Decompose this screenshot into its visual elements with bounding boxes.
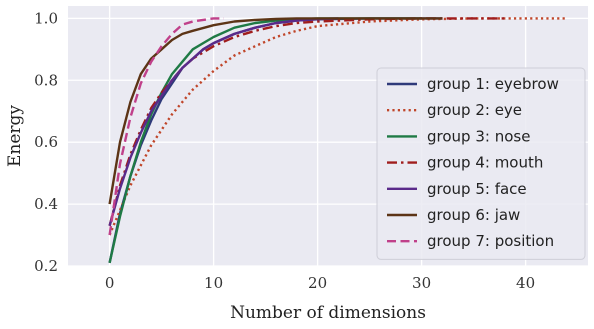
legend-label-3: group 3: nose	[427, 127, 530, 145]
x-axis-label: Number of dimensions	[230, 303, 426, 323]
y-tick-label: 0.2	[34, 257, 58, 275]
x-tick-label: 40	[516, 274, 535, 292]
legend-label-6: group 6: jaw	[427, 206, 520, 224]
y-tick-label: 0.8	[34, 71, 58, 89]
series-lines	[108, 17, 568, 264]
y-tick-label: 0.4	[34, 195, 58, 213]
x-tick-label: 10	[204, 274, 223, 292]
legend: group 1: eyebrow group 2: eye group 3: nos…	[376, 67, 586, 260]
y-tick-labels: 0.2 0.4 0.6 0.8 1.0	[34, 9, 58, 275]
legend-label-5: group 5: face	[427, 180, 527, 198]
y-axis-label: Energy	[5, 105, 25, 167]
series-line-5	[108, 17, 339, 227]
legend-box	[376, 67, 586, 260]
y-tick-label: 0.6	[34, 133, 58, 151]
x-tick-label: 30	[412, 274, 431, 292]
x-tick-labels: 0 10 20 30 40	[105, 274, 535, 292]
legend-label-1: group 1: eyebrow	[427, 75, 559, 93]
x-tick-label: 20	[308, 274, 327, 292]
legend-label-4: group 4: mouth	[427, 154, 543, 172]
legend-label-7: group 7: position	[427, 232, 554, 250]
series-line-7	[108, 17, 224, 236]
legend-label-2: group 2: eye	[427, 101, 522, 119]
y-tick-label: 1.0	[34, 9, 58, 27]
series-line-6	[108, 17, 443, 205]
x-tick-label: 0	[105, 274, 115, 292]
